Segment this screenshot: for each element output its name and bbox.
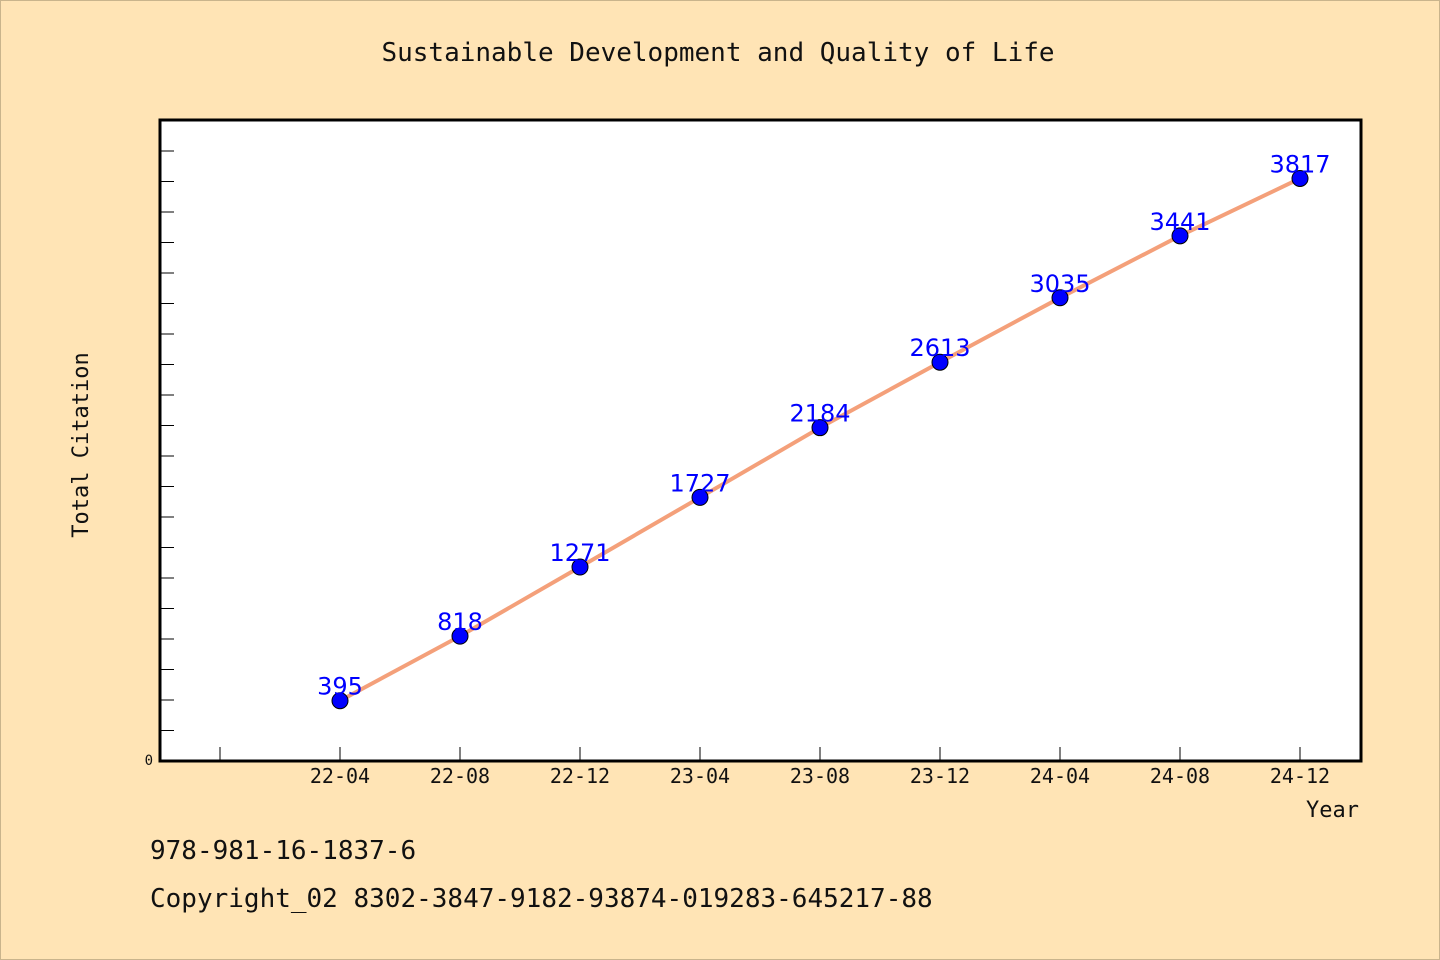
x-tick-label-24-12: 24-12: [1270, 764, 1330, 788]
y-tick-label-0: 0: [145, 753, 153, 769]
data-point-24-08: [1171, 227, 1189, 245]
plot-area: [158, 118, 1363, 763]
x-axis-label: Year: [1306, 798, 1359, 823]
data-label-23-04: 1727: [669, 469, 730, 497]
data-labels: 395 818 1271 1727 2184 2613 3035 3441 3817: [317, 150, 1330, 700]
data-point-23-04: [691, 488, 709, 506]
y-axis-label: Total Citation: [69, 352, 94, 537]
x-tick-label-24-04: 24-04: [1030, 764, 1090, 788]
x-tick-label-23-12: 23-12: [910, 764, 970, 788]
series-layer: [331, 169, 1309, 710]
data-label-24-04: 3035: [1029, 270, 1090, 298]
data-point-22-04: [331, 692, 349, 710]
data-point-23-12: [931, 353, 949, 371]
chart-title: Sustainable Development and Quality of L…: [381, 38, 1054, 68]
data-point-22-08: [451, 627, 469, 645]
data-point-24-04: [1051, 289, 1069, 307]
data-label-22-04: 395: [317, 673, 363, 701]
x-tick-label-22-04: 22-04: [310, 764, 370, 788]
x-tick-label-23-04: 23-04: [670, 764, 730, 788]
copyright-text: Copyright_02 8302-3847-9182-93874-019283…: [150, 884, 933, 914]
data-label-23-12: 2613: [909, 334, 970, 362]
data-point-23-08: [811, 419, 829, 437]
data-label-23-08: 2184: [789, 400, 850, 428]
y-axis-ticks: [160, 150, 174, 731]
x-tick-label-22-08: 22-08: [430, 764, 490, 788]
data-label-22-08: 818: [437, 608, 483, 636]
x-axis-ticks: 22-04 22-08 22-12 23-04 23-08 23-12 24-04 24-08…: [219, 747, 1330, 788]
data-label-24-12: 3817: [1269, 150, 1330, 178]
data-point-22-12: [571, 558, 589, 576]
x-tick-label-24-08: 24-08: [1150, 764, 1210, 788]
data-label-24-08: 3441: [1149, 208, 1210, 236]
data-point-24-12: [1291, 169, 1309, 187]
data-label-22-12: 1271: [549, 539, 610, 567]
x-tick-label-23-08: 23-08: [790, 764, 850, 788]
x-tick-label-22-12: 22-12: [550, 764, 610, 788]
isbn-text: 978-981-16-1837-6: [150, 836, 417, 866]
